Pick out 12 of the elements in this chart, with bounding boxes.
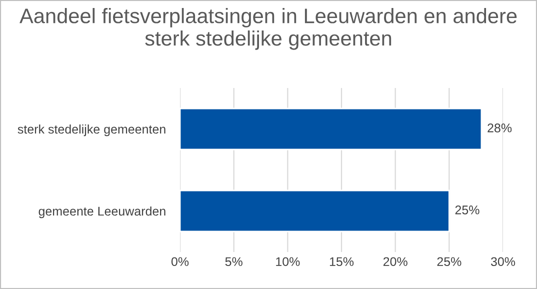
x-tick-label: 30% — [490, 257, 516, 266]
chart-title: Aandeel fietsverplaatsingen in Leeuwarden en andere sterk stedelijke gemeenten — [20, 8, 517, 50]
y-tick-label: gemeente Leeuwarden — [38, 206, 166, 218]
data-label: 25% — [455, 206, 480, 214]
x-tick-label: 25% — [437, 257, 462, 266]
y-tick-label: sterk stedelijke gemeenten — [18, 124, 166, 136]
x-tick-label: 5% — [225, 257, 242, 266]
x-tick-label: 15% — [330, 257, 354, 266]
data-label: 28% — [488, 124, 512, 132]
x-tick-label: 0% — [171, 257, 189, 266]
x-tick-label: 10% — [276, 257, 300, 266]
x-tick-label: 20% — [383, 257, 408, 266]
